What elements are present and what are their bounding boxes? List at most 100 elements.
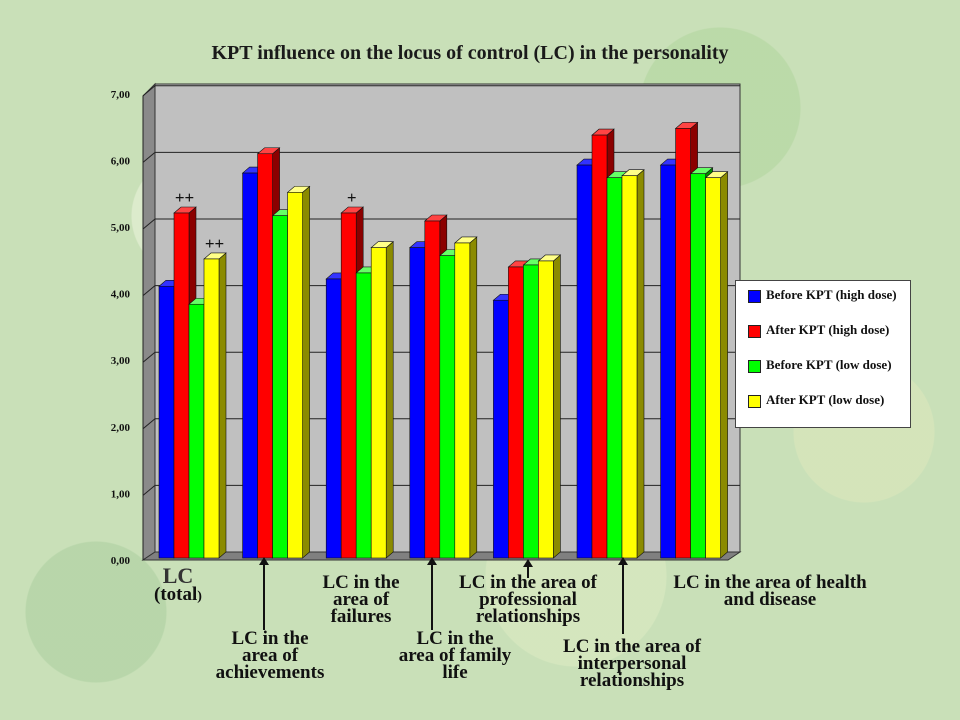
y-tick-label: 4,00 — [111, 289, 131, 301]
bar — [325, 278, 342, 559]
category-label-line: LC — [162, 563, 194, 588]
category-label-health: LC in the area of health and disease — [632, 573, 908, 610]
category-label-line: LC in the — [322, 572, 400, 593]
category-label-part: ) — [197, 589, 202, 604]
bar-side — [302, 185, 310, 559]
y-tick-label: 2,00 — [111, 422, 131, 434]
category-label-interpersonal: LC in the area of interpersonal relation… — [530, 636, 734, 691]
bar-side — [720, 171, 728, 559]
y-tick-label: 6,00 — [111, 155, 131, 167]
bar — [424, 220, 441, 559]
bar — [660, 164, 676, 559]
bar — [203, 258, 220, 559]
category-label-line: LC in the area of — [563, 636, 701, 657]
y-tick-label: 1,00 — [111, 488, 131, 500]
bar — [675, 128, 691, 559]
bar-side — [385, 240, 394, 559]
category-label-line: LC in the — [231, 628, 309, 649]
legend-swatch-green — [748, 360, 761, 373]
bar — [439, 255, 456, 559]
category-label-line: and disease — [723, 589, 817, 610]
annotations: +++++ — [175, 188, 357, 253]
plot-side-wall — [142, 82, 156, 561]
gridline-side — [142, 218, 156, 230]
bar — [188, 303, 205, 559]
significance-marker: ++ — [205, 234, 224, 253]
category-label-line: life — [442, 662, 468, 683]
category-label-line: relationships — [475, 606, 581, 627]
category-label-line: achievements — [215, 662, 325, 683]
bar — [508, 266, 524, 559]
bar-side — [469, 236, 478, 559]
pointer-arrow-professional — [523, 559, 533, 578]
y-axis: 0,00 1,00 2,00 3,00 4,00 5,00 6,00 7,00 — [111, 89, 144, 567]
y-tick-label: 7,00 — [111, 89, 131, 101]
bar — [340, 212, 357, 559]
bar — [370, 247, 387, 559]
legend-label: After KPT (high dose) — [766, 322, 890, 337]
legend-swatch-yellow — [748, 395, 761, 408]
significance-marker: ++ — [175, 188, 194, 207]
bar — [493, 299, 509, 559]
legend: Before KPT (high dose) After KPT (high d… — [735, 280, 911, 428]
legend-item: After KPT (low dose) — [748, 391, 906, 426]
legend-swatch-blue — [748, 290, 761, 303]
category-label-line: area of — [332, 589, 390, 610]
pointer-arrow-interpersonal — [618, 557, 628, 634]
category-label-failures: LC in the area of failures — [296, 572, 426, 627]
category-label-family: LC in the area of family life — [370, 628, 540, 683]
bar — [606, 177, 623, 559]
legend-label: Before KPT (low dose) — [766, 357, 892, 372]
pointer-arrow-family — [427, 557, 437, 630]
bar — [257, 153, 273, 559]
bar — [705, 177, 721, 559]
bar — [523, 264, 539, 559]
bar — [621, 175, 638, 559]
legend-label: After KPT (low dose) — [766, 392, 885, 407]
category-label-line: LC in the — [416, 628, 494, 649]
bars — [158, 121, 729, 559]
category-label-total: LC (total) — [140, 563, 216, 605]
bar — [287, 192, 303, 559]
y-tick-label: 5,00 — [111, 222, 131, 234]
gridline-side — [142, 85, 156, 97]
gridline-side — [142, 351, 156, 363]
category-label-line: relationships — [579, 670, 685, 691]
pointer-arrow-achievements — [259, 557, 269, 630]
bar-side — [553, 254, 561, 559]
bar — [409, 247, 426, 559]
bar — [454, 242, 471, 559]
bar — [576, 164, 593, 559]
category-label-line: LC in the area of — [459, 572, 597, 593]
bar — [591, 134, 608, 559]
category-label-line: interpersonal — [577, 653, 687, 674]
gridline-side — [142, 285, 156, 296]
legend-label: Before KPT (high dose) — [766, 287, 897, 302]
bar — [242, 172, 258, 559]
legend-swatch-red — [748, 325, 761, 338]
bar — [158, 285, 175, 559]
category-label-line: professional — [479, 589, 577, 610]
bar — [173, 212, 190, 559]
category-label-professional: LC in the area of professional relations… — [430, 572, 626, 627]
category-label-line: failures — [330, 606, 392, 627]
category-label-line: area of — [241, 645, 299, 666]
gridline-side — [142, 152, 156, 163]
category-label-part: (total — [154, 584, 198, 605]
bar — [690, 173, 706, 559]
category-label-achievements: LC in the area of achievements — [190, 628, 350, 683]
significance-marker: + — [347, 188, 357, 207]
chart-title: KPT influence on the locus of control (L… — [211, 42, 729, 64]
y-tick-label: 3,00 — [111, 355, 131, 367]
category-label-line: (total) — [140, 584, 216, 605]
bar — [355, 272, 372, 559]
category-label-line: area of family — [398, 645, 512, 666]
legend-item: After KPT (high dose) — [748, 321, 906, 356]
bar — [538, 260, 554, 559]
bar-side — [218, 252, 227, 559]
y-tick-label: 0,00 — [111, 555, 131, 567]
gridline-side — [142, 485, 156, 496]
bar — [272, 215, 288, 559]
legend-item: Before KPT (low dose) — [748, 356, 906, 391]
